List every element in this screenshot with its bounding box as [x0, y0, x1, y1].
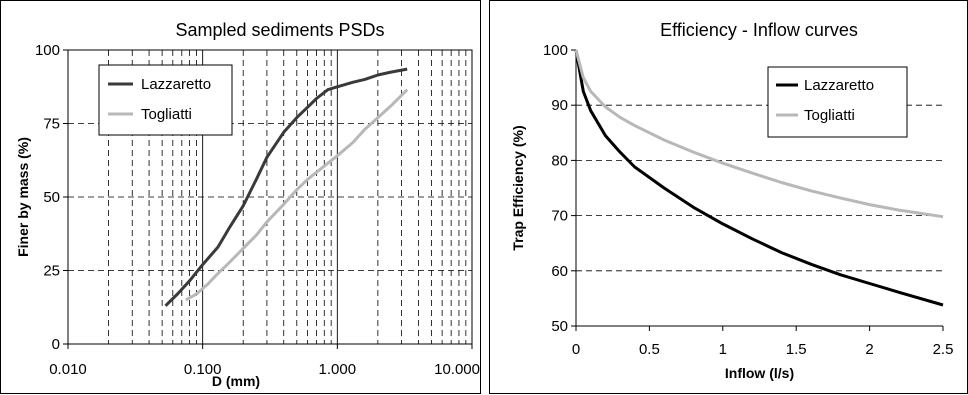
y-tick-label: 50	[43, 189, 60, 206]
y-tick-label: 90	[551, 97, 568, 114]
y-tick-label: 60	[551, 263, 568, 280]
series-line-togliatti	[185, 88, 409, 302]
y-tick-label: 100	[35, 42, 60, 59]
y-tick-label: 100	[543, 42, 568, 59]
series-line-lazzaretto	[574, 49, 944, 307]
y-tick-label: 80	[551, 152, 568, 169]
x-axis-label: Inflow (l/s)	[725, 365, 794, 381]
y-tick-label: 50	[551, 318, 568, 335]
legend	[98, 64, 233, 136]
x-tick-label: 2	[865, 341, 873, 358]
x-tick-label: 1.5	[786, 341, 807, 358]
y-axis-label: Finer by mass (%)	[15, 137, 31, 257]
y-axis-label: Trap Efficiency (%)	[510, 125, 526, 250]
x-tick-label: 0.5	[639, 341, 660, 358]
chart-title: Sampled sediments PSDs	[175, 20, 384, 40]
x-tick-label: 0	[572, 341, 580, 358]
x-tick-label: 0.010	[49, 361, 87, 378]
efficiency-chart: Efficiency - Inflow curves 50 60 70 80 90 100 0…	[510, 20, 954, 381]
legend-label-lazzaretto: Lazzaretto	[804, 77, 874, 94]
legend	[767, 66, 908, 138]
legend-label-lazzaretto: Lazzaretto	[141, 76, 211, 93]
x-tick-label: 10.000	[434, 361, 480, 378]
efficiency-chart-panel: Efficiency - Inflow curves 50 60 70 80 90 100 0…	[489, 0, 968, 394]
psd-chart-panel: Sampled sediments PSDs 0 25 50 75 100 0.010 0.1…	[0, 0, 481, 394]
legend-label-togliatti: Togliatti	[804, 107, 855, 124]
y-tick-label: 0	[52, 336, 60, 353]
series-line-togliatti	[574, 49, 944, 219]
x-tick-label: 0.100	[184, 361, 222, 378]
x-tick-label: 2.5	[933, 341, 954, 358]
x-tick-label: 1	[719, 341, 727, 358]
x-axis-label: D (mm)	[212, 373, 260, 389]
legend-label-togliatti: Togliatti	[141, 106, 192, 123]
chart-title: Efficiency - Inflow curves	[660, 20, 858, 40]
series-line-lazzaretto	[164, 67, 408, 307]
y-tick-label: 70	[551, 208, 568, 225]
psd-chart: Sampled sediments PSDs 0 25 50 75 100 0.010 0.1…	[15, 20, 480, 389]
y-tick-label: 75	[43, 116, 60, 133]
y-tick-label: 25	[43, 263, 60, 280]
x-tick-label: 1.000	[319, 361, 357, 378]
